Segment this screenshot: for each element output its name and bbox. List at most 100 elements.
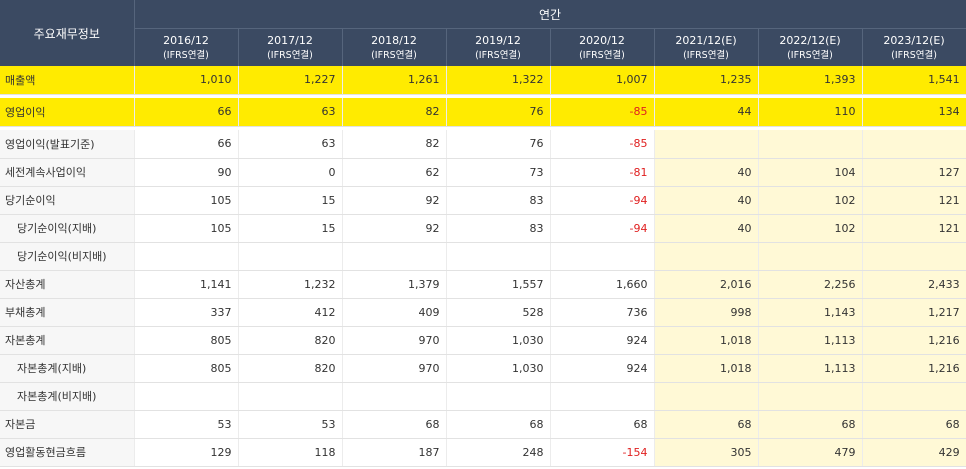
- value-cell: 924: [550, 354, 655, 383]
- value-cell: 1,227: [238, 66, 343, 95]
- table-row: 당기순이익(지배) 105 15 92 83 -94 40 102 121: [0, 214, 966, 243]
- value-cell: 68: [654, 410, 759, 439]
- row-label[interactable]: 자본총계(비지배): [0, 382, 135, 411]
- basis-label: (IFRS연결): [891, 49, 937, 61]
- basis-label: (IFRS연결): [787, 49, 833, 61]
- value-cell: 248: [446, 438, 551, 467]
- value-cell: -94: [550, 186, 655, 215]
- value-cell: 76: [446, 98, 551, 127]
- year-column-header[interactable]: 2016/12 (IFRS연결): [134, 28, 239, 66]
- value-cell: 15: [238, 214, 343, 243]
- basis-label: (IFRS연결): [579, 49, 625, 61]
- row-label[interactable]: 영업활동현금흐름: [0, 438, 135, 467]
- row-label[interactable]: 영업이익: [0, 98, 135, 127]
- year-column-header[interactable]: 2022/12(E) (IFRS연결): [758, 28, 863, 66]
- value-cell: 102: [758, 186, 863, 215]
- row-label[interactable]: 당기순이익(비지배): [0, 242, 135, 271]
- year-column-header[interactable]: 2018/12 (IFRS연결): [342, 28, 447, 66]
- value-cell: 44: [654, 98, 759, 127]
- year-column-header[interactable]: 2020/12 (IFRS연결): [550, 28, 655, 66]
- value-cell: 337: [134, 298, 239, 327]
- value-cell: 76: [446, 130, 551, 159]
- value-cell: -81: [550, 158, 655, 187]
- table-row: 영업활동현금흐름 129 118 187 248 -154 305 479 429: [0, 438, 966, 467]
- table-row: 부채총계 337 412 409 528 736 998 1,143 1,217: [0, 298, 966, 327]
- row-label[interactable]: 매출액: [0, 66, 135, 95]
- annual-group-header: 연간: [134, 0, 966, 29]
- year-label: 2019/12: [475, 33, 521, 47]
- corner-header: 주요재무정보: [0, 0, 135, 66]
- value-cell: 1,018: [654, 326, 759, 355]
- value-cell: 104: [758, 158, 863, 187]
- row-spacer: [0, 126, 966, 130]
- year-column-header[interactable]: 2017/12 (IFRS연결): [238, 28, 343, 66]
- value-cell: 1,235: [654, 66, 759, 95]
- value-cell: [446, 382, 551, 411]
- value-cell: 1,007: [550, 66, 655, 95]
- value-cell: 105: [134, 214, 239, 243]
- value-cell: 134: [862, 98, 966, 127]
- value-cell: 1,018: [654, 354, 759, 383]
- table-row: 당기순이익 105 15 92 83 -94 40 102 121: [0, 186, 966, 215]
- value-cell: 479: [758, 438, 863, 467]
- value-cell: 805: [134, 354, 239, 383]
- basis-label: (IFRS연결): [683, 49, 729, 61]
- value-cell: [550, 382, 655, 411]
- row-label[interactable]: 자본총계: [0, 326, 135, 355]
- value-cell: 68: [758, 410, 863, 439]
- year-column-header[interactable]: 2021/12(E) (IFRS연결): [654, 28, 759, 66]
- value-cell: 805: [134, 326, 239, 355]
- value-cell: 82: [342, 98, 447, 127]
- value-cell: 1,010: [134, 66, 239, 95]
- year-column-header[interactable]: 2019/12 (IFRS연결): [446, 28, 551, 66]
- row-label[interactable]: 부채총계: [0, 298, 135, 327]
- value-cell: [446, 242, 551, 271]
- value-cell: 1,113: [758, 354, 863, 383]
- value-cell: 63: [238, 98, 343, 127]
- value-cell: 0: [238, 158, 343, 187]
- value-cell: -85: [550, 130, 655, 159]
- row-label[interactable]: 당기순이익: [0, 186, 135, 215]
- value-cell: [654, 130, 759, 159]
- table-row: 자본금 53 53 68 68 68 68 68 68: [0, 410, 966, 439]
- value-cell: 970: [342, 326, 447, 355]
- value-cell: 1,217: [862, 298, 966, 327]
- value-cell: 121: [862, 186, 966, 215]
- row-label[interactable]: 영업이익(발표기준): [0, 130, 135, 159]
- value-cell: [758, 130, 863, 159]
- row-label[interactable]: 자산총계: [0, 270, 135, 299]
- value-cell: 1,216: [862, 326, 966, 355]
- value-cell: 187: [342, 438, 447, 467]
- table-row: 자산총계 1,141 1,232 1,379 1,557 1,660 2,016 2,256 2…: [0, 270, 966, 299]
- value-cell: [758, 382, 863, 411]
- year-label: 2017/12: [267, 33, 313, 47]
- value-cell: 1,261: [342, 66, 447, 95]
- value-cell: 15: [238, 186, 343, 215]
- year-column-header[interactable]: 2023/12(E) (IFRS연결): [862, 28, 966, 66]
- table-row: 자본총계(비지배): [0, 382, 966, 411]
- value-cell: [238, 242, 343, 271]
- value-cell: [654, 242, 759, 271]
- value-cell: 970: [342, 354, 447, 383]
- value-cell: 83: [446, 214, 551, 243]
- value-cell: [862, 382, 966, 411]
- value-cell: 2,256: [758, 270, 863, 299]
- value-cell: 1,113: [758, 326, 863, 355]
- value-cell: 92: [342, 214, 447, 243]
- value-cell: 1,030: [446, 326, 551, 355]
- row-label[interactable]: 자본금: [0, 410, 135, 439]
- value-cell: -85: [550, 98, 655, 127]
- table-row: 영업이익 66 63 82 76 -85 44 110 134: [0, 98, 966, 127]
- value-cell: -154: [550, 438, 655, 467]
- value-cell: 412: [238, 298, 343, 327]
- row-label[interactable]: 자본총계(지배): [0, 354, 135, 383]
- year-label: 2016/12: [163, 33, 209, 47]
- row-label[interactable]: 세전계속사업이익: [0, 158, 135, 187]
- row-label[interactable]: 당기순이익(지배): [0, 214, 135, 243]
- value-cell: 924: [550, 326, 655, 355]
- value-cell: [758, 242, 863, 271]
- value-cell: -94: [550, 214, 655, 243]
- value-cell: 1,322: [446, 66, 551, 95]
- value-cell: 820: [238, 354, 343, 383]
